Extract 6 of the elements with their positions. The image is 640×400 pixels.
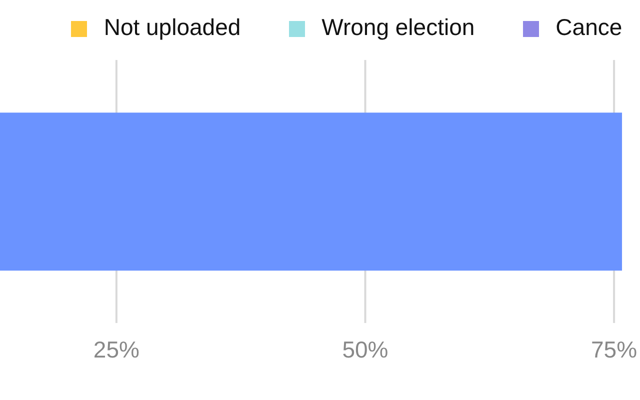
legend-label: Cance [556,14,622,40]
x-tick-label: 25% [93,336,140,362]
legend-label: Wrong election [322,14,475,40]
legend-label: Not uploaded [104,14,241,40]
x-tick-label: 75% [591,336,638,362]
x-tick-label: 50% [342,336,388,362]
